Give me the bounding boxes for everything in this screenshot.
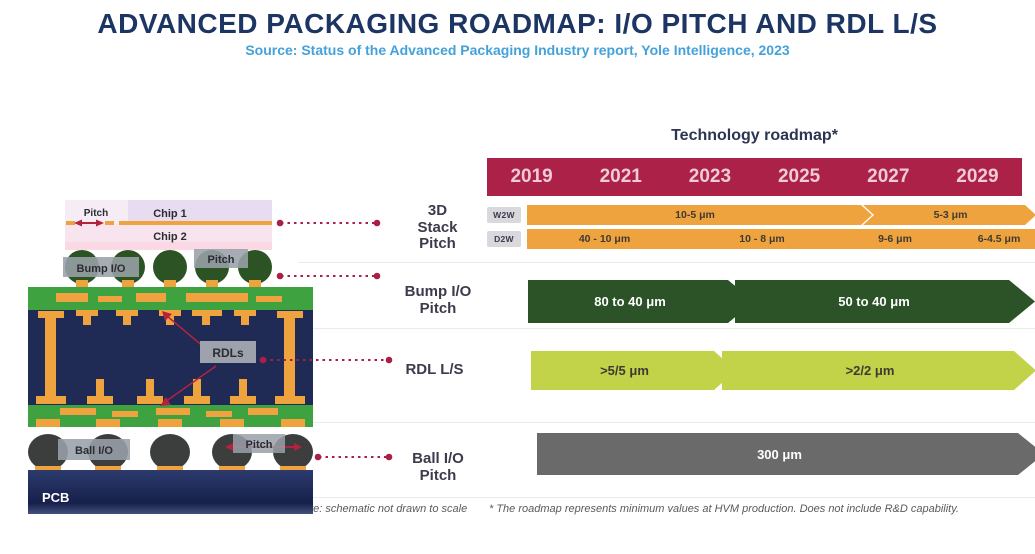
year-tick: 2029 <box>956 166 999 187</box>
w2w-segment-2: 5-3 μm <box>863 205 1035 225</box>
package-cross-section-schematic: Pitch Chip 1 Chip 2 <box>28 200 393 514</box>
bottom-core-pads <box>87 379 256 404</box>
year-axis-bar: 2019 2021 2023 2025 2027 2029 <box>487 158 1022 196</box>
bond-line <box>119 221 272 225</box>
d2w-badge: D2W <box>487 231 521 247</box>
rdls-pointer-arrowhead <box>160 397 171 406</box>
ball-top-pads <box>36 419 305 427</box>
chip1-label: Chip 1 <box>153 208 187 220</box>
bump <box>153 250 187 284</box>
bump-pitch-label: Pitch <box>208 254 235 266</box>
rdls-label-box <box>200 341 256 363</box>
through-vias <box>36 311 305 404</box>
row-separator <box>298 422 1035 423</box>
top-rdl-traces <box>56 293 282 302</box>
bump-pitch-segment-1: 80 to 40 μm <box>528 280 754 323</box>
chip-pitch-arrowhead-left <box>74 219 82 227</box>
w2w-segment-1: 10-5 μm <box>527 205 872 225</box>
row-separator <box>298 262 1035 263</box>
row-label-bump-io-pitch: Bump I/O Pitch <box>404 283 472 317</box>
row-separator <box>285 497 1035 498</box>
ball-pitch-label: Pitch <box>246 439 273 451</box>
ball-pitch-arrowhead-right <box>294 443 302 451</box>
rdls-pointer-arrowhead <box>162 311 172 321</box>
row-label-3d-stack-pitch: 3D Stack Pitch <box>417 202 458 252</box>
chip-pitch-label: Pitch <box>84 208 108 219</box>
bond-line-dash <box>66 221 75 225</box>
bond-line-dash <box>105 221 114 225</box>
ball <box>150 434 190 470</box>
bottom-rdl-traces <box>60 408 278 417</box>
top-core-pads <box>76 310 256 325</box>
row-connectors <box>264 222 388 458</box>
bump-pitch-segment-2: 50 to 40 μm <box>735 280 1035 323</box>
w2w-badge: W2W <box>487 207 521 223</box>
pcb-label: PCB <box>42 490 69 505</box>
ball-io-label-box <box>58 439 130 460</box>
year-tick: 2021 <box>599 166 642 187</box>
rdls-pointers <box>164 315 217 403</box>
year-tick: 2019 <box>510 166 553 187</box>
d2w-segment-2: 10 - 8 μm <box>678 229 844 249</box>
ball-pitch-segment-1: 300 μm <box>537 433 1035 475</box>
d2w-segment-4: 6-4.5 μm <box>944 229 1035 249</box>
year-tick: 2027 <box>867 166 910 187</box>
core-body <box>28 310 313 405</box>
chip-pitch-arrowhead-right <box>96 219 104 227</box>
year-tick: 2025 <box>777 166 821 187</box>
d2w-segment-3: 9-6 μm <box>820 229 968 249</box>
roadmap-footnote: * The roadmap represents minimum values … <box>489 503 959 515</box>
row-label-ball-io-pitch: Ball I/O Pitch <box>412 450 464 484</box>
page-title: ADVANCED PACKAGING ROADMAP: I/O PITCH AN… <box>97 8 938 39</box>
ball-bottom-pads <box>35 466 306 471</box>
d2w-segment-1: 40 - 10 μm <box>527 229 691 249</box>
ball-pitch-arrowhead-left <box>225 443 233 451</box>
row-separator <box>298 328 1035 329</box>
pcb-body <box>28 470 313 514</box>
ball-io-label: Ball I/O <box>75 445 113 457</box>
rdls-label: RDLs <box>212 346 244 360</box>
chip2-label: Chip 2 <box>153 231 187 243</box>
bump-io-label: Bump I/O <box>77 263 126 275</box>
chip-bottom-strip <box>65 242 272 250</box>
connector-dots <box>259 219 393 461</box>
callout-labels: Bump I/O Pitch RDLs Ball I/O Pitch <box>58 249 285 460</box>
year-tick: 2023 <box>688 166 732 187</box>
ball-pitch-label-box <box>233 434 285 453</box>
rdl-ls-segment-2: >2/2 μm <box>722 351 1035 390</box>
source-subtitle: Source: Status of the Advanced Packaging… <box>245 42 790 58</box>
bump-io-label-box <box>63 257 139 277</box>
chip-stack: Pitch Chip 1 Chip 2 <box>65 200 272 250</box>
roadmap-header: Technology roadmap* <box>671 127 838 144</box>
bump-pitch-label-box <box>194 249 248 268</box>
chip1-body <box>128 200 272 224</box>
rdl-ls-segment-1: >5/5 μm <box>531 351 736 390</box>
schematic-note: Note: schematic not drawn to scale <box>296 503 468 515</box>
row-label-rdl-ls: RDL L/S <box>405 361 464 378</box>
